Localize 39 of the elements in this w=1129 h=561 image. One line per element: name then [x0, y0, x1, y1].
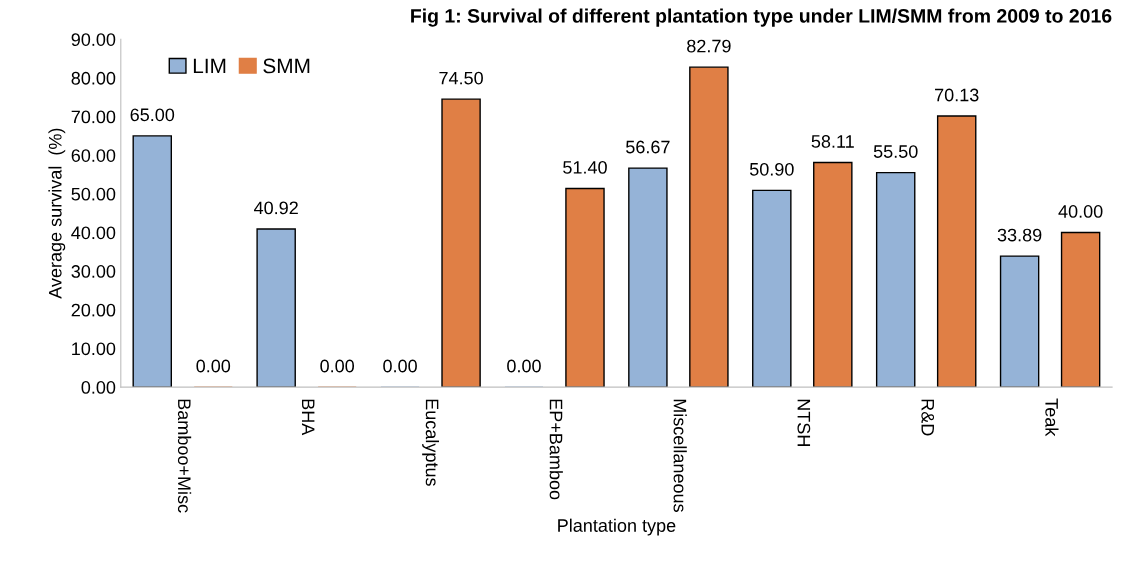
y-tick-label: 90.00 [71, 33, 116, 46]
x-tick-label: Eucalyptus [422, 399, 439, 486]
data-label: 0.00 [507, 359, 541, 373]
data-label: 55.50 [873, 145, 918, 158]
x-tick-label: Miscellaneous [673, 399, 687, 512]
y-tick-label: 80.00 [71, 71, 116, 85]
y-tick-label: 0.00 [81, 381, 116, 394]
y-tick-label: 70.00 [71, 110, 116, 124]
y-tick-label: 10.00 [72, 342, 116, 356]
data-label: 58.11 [811, 135, 854, 148]
legend-label: LIM [193, 58, 226, 74]
data-label: 51.40 [563, 160, 607, 174]
chart-title: Fig 1: Survival of different plantation type under LIM/SMM from 2009 to 2016 [411, 8, 1112, 27]
data-label: 65.00 [130, 108, 175, 122]
data-label: 56.67 [626, 140, 670, 154]
y-axis-title: Average survival (%) [48, 128, 66, 299]
x-tick-label: EP+Bamboo [549, 399, 563, 500]
data-label: 0.00 [196, 359, 231, 373]
data-label: 0.00 [320, 359, 355, 373]
data-label: 50.90 [749, 162, 794, 176]
x-tick-label: NTSH [797, 399, 811, 446]
x-tick-label: Teak [1045, 398, 1059, 437]
data-label: 70.13 [935, 88, 979, 102]
x-tick-label: Bamboo+Misc [177, 399, 192, 513]
legend-label: SMM [263, 58, 310, 74]
y-tick-label: 40.00 [71, 226, 116, 240]
data-label: 33.89 [997, 228, 1042, 242]
data-label: 40.92 [253, 201, 298, 215]
data-label: 82.79 [687, 39, 731, 53]
y-tick-label: 60.00 [71, 149, 116, 162]
x-axis-title: Plantation type [558, 518, 676, 536]
y-tick-label: 20.00 [71, 303, 116, 317]
y-tick-label: 30.00 [71, 265, 116, 278]
x-tick-label: BHA [302, 399, 315, 436]
x-tick-label: R&D [921, 399, 935, 436]
y-tick-label: 50.00 [71, 187, 116, 201]
data-label: 40.00 [1058, 205, 1103, 218]
data-label: 74.50 [439, 71, 483, 85]
data-label: 0.00 [383, 359, 417, 373]
